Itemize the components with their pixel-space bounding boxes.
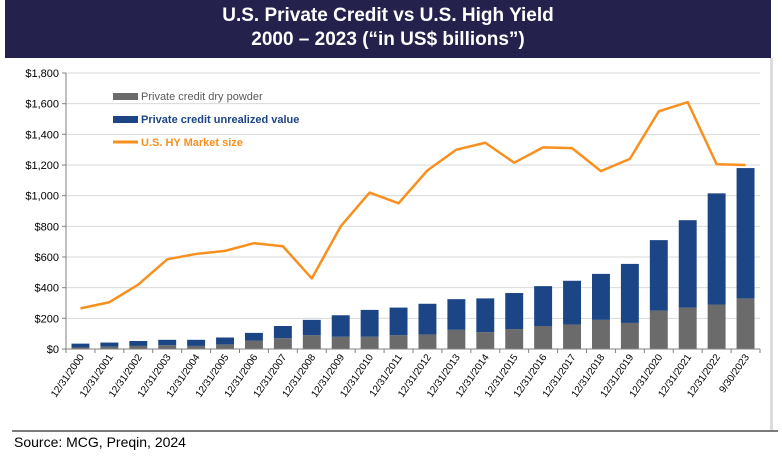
legend-label-hy-market: U.S. HY Market size [141, 137, 243, 149]
chart-area: $0 $200 $400 $600 $800 $1,000 $1,200 $1,400 $1,6… [25, 68, 761, 400]
bar-dry-powder [389, 335, 408, 349]
bar-dry-powder [649, 310, 668, 349]
bar-unrealized-value [418, 303, 437, 335]
bar-dry-powder [447, 329, 466, 349]
legend-swatch-unrealized-value [113, 116, 138, 123]
bar-unrealized-value [71, 343, 90, 348]
legend-swatch-dry-powder [113, 93, 138, 100]
y-tick-label: $1,200 [25, 160, 59, 172]
bar-unrealized-value [591, 273, 610, 320]
bar-unrealized-value [302, 319, 321, 336]
y-tick-label: $200 [35, 313, 59, 325]
legend: Private credit dry powder Private credit… [113, 91, 299, 149]
bar-dry-powder [360, 336, 379, 349]
bar-unrealized-value [129, 341, 148, 346]
bar-dry-powder [418, 334, 437, 349]
bar-dry-powder [476, 332, 495, 349]
y-axis-tick-labels: $0 $200 $400 $600 $800 $1,000 $1,200 $1,400 $1,6… [25, 68, 59, 356]
bar-dry-powder [620, 322, 639, 349]
bar-unrealized-value [389, 307, 408, 336]
bar-dry-powder [331, 336, 350, 349]
y-tick-label: $400 [35, 283, 59, 295]
bar-unrealized-value [187, 339, 206, 346]
bar-unrealized-value [505, 293, 524, 330]
bar-unrealized-value [563, 280, 582, 325]
bar-dry-powder [129, 345, 148, 349]
bar-unrealized-value [649, 240, 668, 311]
bar-unrealized-value [678, 220, 697, 308]
chart-title-banner: U.S. Private Credit vs U.S. High Yield 2… [5, 0, 771, 58]
bar-dry-powder [505, 329, 524, 349]
bar-unrealized-value [100, 342, 119, 347]
bar-series [71, 168, 755, 349]
bar-unrealized-value [476, 298, 495, 333]
y-tick-label: $1,800 [25, 68, 59, 80]
bar-unrealized-value [216, 337, 235, 345]
bar-unrealized-value [158, 339, 177, 346]
panel-right-border [770, 58, 773, 430]
bar-dry-powder [71, 347, 90, 349]
source-note: Source: MCG, Preqin, 2024 [14, 434, 186, 450]
bar-dry-powder [707, 304, 726, 349]
y-tick-label: $1,600 [25, 99, 59, 111]
chart-title: U.S. Private Credit vs U.S. High Yield [222, 5, 554, 26]
line-hy-market [80, 100, 746, 310]
y-tick-label: $1,000 [25, 191, 59, 203]
legend-item-dry-powder: Private credit dry powder [113, 91, 263, 103]
bar-unrealized-value [273, 326, 292, 339]
bar-dry-powder [216, 344, 235, 349]
bar-dry-powder [534, 326, 553, 349]
bar-unrealized-value [736, 168, 755, 299]
x-axis-tick-labels: 12/31/200012/31/200112/31/200212/31/2003… [49, 352, 752, 400]
legend-item-unrealized-value: Private credit unrealized value [113, 114, 299, 126]
bar-dry-powder [678, 307, 697, 349]
y-tick-label: $800 [35, 221, 59, 233]
y-tick-label: $600 [35, 252, 59, 264]
y-tick-label: $0 [47, 344, 59, 356]
bar-dry-powder [158, 345, 177, 349]
bar-dry-powder [302, 335, 321, 349]
axes [65, 73, 761, 353]
bar-dry-powder [187, 345, 206, 349]
line-series [80, 100, 746, 310]
y-tick-label: $1,400 [25, 129, 59, 141]
bar-unrealized-value [360, 309, 379, 337]
bar-unrealized-value [707, 193, 726, 305]
bar-dry-powder [244, 340, 263, 349]
bar-dry-powder [736, 298, 755, 349]
legend-item-hy-market: U.S. HY Market size [113, 137, 243, 149]
bar-dry-powder [563, 324, 582, 349]
bar-dry-powder [591, 319, 610, 349]
legend-label-dry-powder: Private credit dry powder [141, 91, 263, 103]
bar-unrealized-value [447, 299, 466, 330]
chart-subtitle: 2000 – 2023 (“in US$ billions”) [251, 29, 525, 50]
bar-unrealized-value [331, 315, 350, 337]
bar-unrealized-value [534, 286, 553, 326]
bar-unrealized-value [244, 332, 263, 341]
bar-dry-powder [273, 338, 292, 349]
legend-label-unrealized-value: Private credit unrealized value [141, 114, 299, 126]
bar-dry-powder [100, 346, 119, 349]
footer-divider [12, 430, 778, 432]
bar-unrealized-value [620, 263, 639, 323]
